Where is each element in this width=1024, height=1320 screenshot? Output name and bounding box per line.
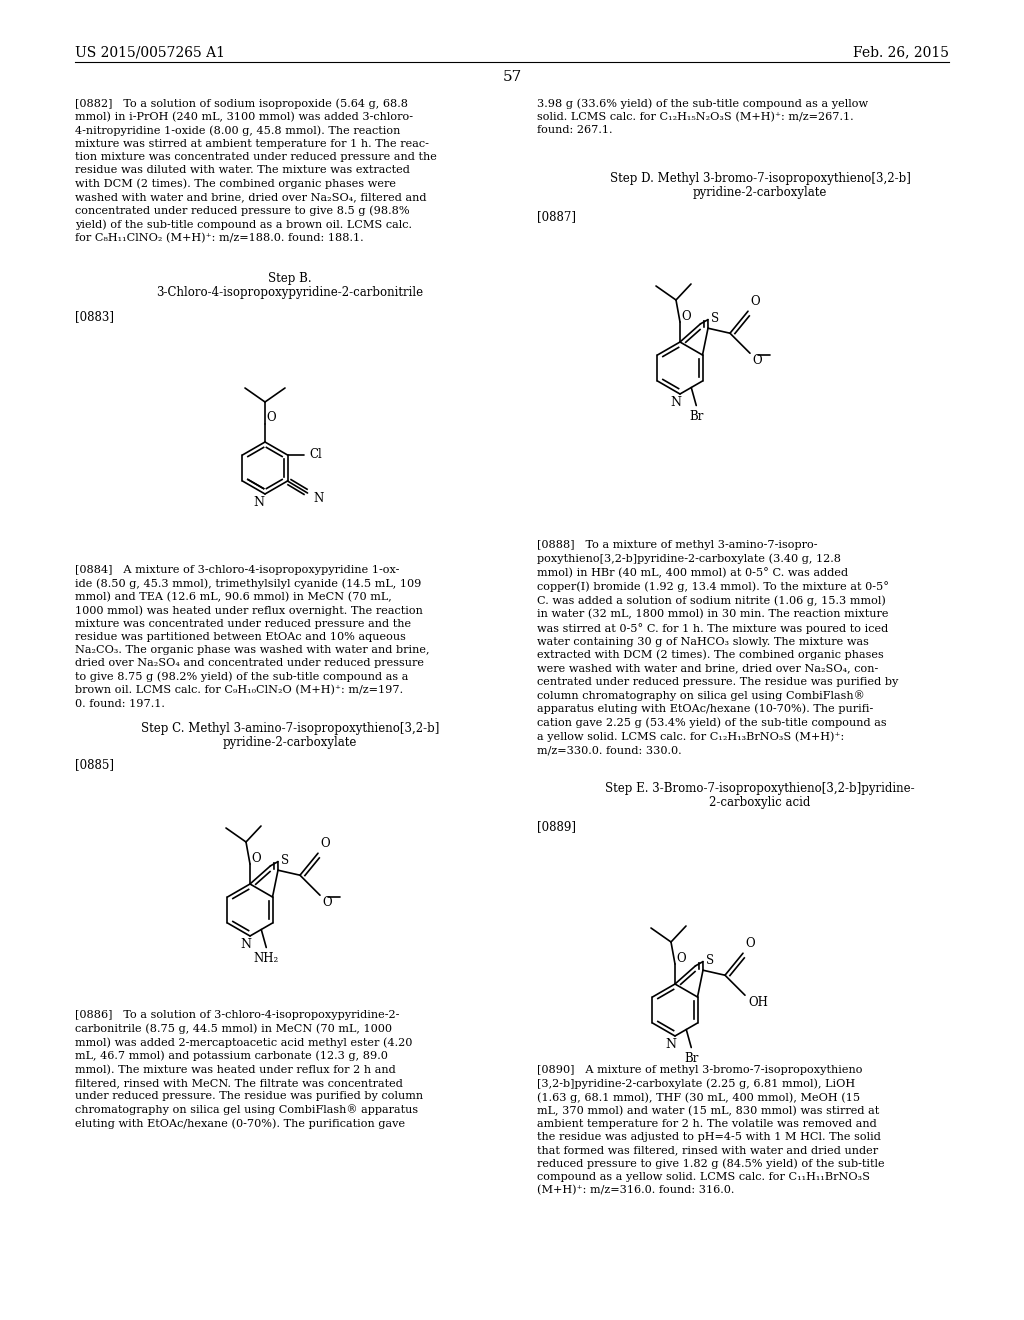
Text: S: S (281, 854, 289, 867)
Text: Step E. 3-Bromo-7-isopropoxythieno[3,2-b]pyridine-: Step E. 3-Bromo-7-isopropoxythieno[3,2-b… (605, 781, 914, 795)
Text: 57: 57 (503, 70, 521, 84)
Text: [0884]   A mixture of 3-chloro-4-isopropoxypyridine 1-ox-
ide (8.50 g, 45.3 mmol: [0884] A mixture of 3-chloro-4-isopropox… (75, 565, 429, 709)
Text: O: O (750, 296, 760, 308)
Text: Br: Br (684, 1052, 698, 1065)
Text: pyridine-2-carboxylate: pyridine-2-carboxylate (693, 186, 827, 199)
Text: OH: OH (748, 997, 768, 1010)
Text: O: O (681, 310, 690, 323)
Text: [0889]: [0889] (537, 820, 575, 833)
Text: [0888]   To a mixture of methyl 3-amino-7-isopro-
poxythieno[3,2-b]pyridine-2-ca: [0888] To a mixture of methyl 3-amino-7-… (537, 540, 898, 755)
Text: Step B.: Step B. (268, 272, 312, 285)
Text: S: S (711, 312, 719, 325)
Text: Step D. Methyl 3-bromo-7-isopropoxythieno[3,2-b]: Step D. Methyl 3-bromo-7-isopropoxythien… (609, 172, 910, 185)
Text: N: N (253, 496, 264, 510)
Text: NH₂: NH₂ (254, 953, 279, 965)
Text: O: O (745, 937, 755, 950)
Text: [0887]: [0887] (537, 210, 575, 223)
Text: N: N (670, 396, 681, 409)
Text: O: O (752, 354, 762, 367)
Text: [0882]   To a solution of sodium isopropoxide (5.64 g, 68.8
mmol) in i-PrOH (240: [0882] To a solution of sodium isopropox… (75, 98, 437, 243)
Text: O: O (319, 837, 330, 850)
Text: [0883]: [0883] (75, 310, 114, 323)
Text: [0885]: [0885] (75, 758, 114, 771)
Text: O: O (676, 952, 686, 965)
Text: Br: Br (689, 411, 703, 424)
Text: pyridine-2-carboxylate: pyridine-2-carboxylate (223, 737, 357, 748)
Text: O: O (322, 896, 332, 909)
Text: 3.98 g (33.6% yield) of the sub-title compound as a yellow
solid. LCMS calc. for: 3.98 g (33.6% yield) of the sub-title co… (537, 98, 868, 135)
Text: Cl: Cl (309, 449, 323, 462)
Text: Step C. Methyl 3-amino-7-isopropoxythieno[3,2-b]: Step C. Methyl 3-amino-7-isopropoxythien… (141, 722, 439, 735)
Text: S: S (706, 954, 714, 968)
Text: [0886]   To a solution of 3-chloro-4-isopropoxypyridine-2-
carbonitrile (8.75 g,: [0886] To a solution of 3-chloro-4-isopr… (75, 1010, 423, 1129)
Text: N: N (240, 939, 251, 950)
Text: O: O (251, 851, 261, 865)
Text: Feb. 26, 2015: Feb. 26, 2015 (853, 45, 949, 59)
Text: 3-Chloro-4-isopropoxypyridine-2-carbonitrile: 3-Chloro-4-isopropoxypyridine-2-carbonit… (157, 286, 424, 300)
Text: O: O (266, 411, 275, 424)
Text: 2-carboxylic acid: 2-carboxylic acid (710, 796, 811, 809)
Text: [0890]   A mixture of methyl 3-bromo-7-isopropoxythieno
[3,2-b]pyridine-2-carbox: [0890] A mixture of methyl 3-bromo-7-iso… (537, 1065, 885, 1196)
Text: N: N (665, 1038, 676, 1051)
Text: N: N (313, 492, 324, 506)
Text: US 2015/0057265 A1: US 2015/0057265 A1 (75, 45, 225, 59)
